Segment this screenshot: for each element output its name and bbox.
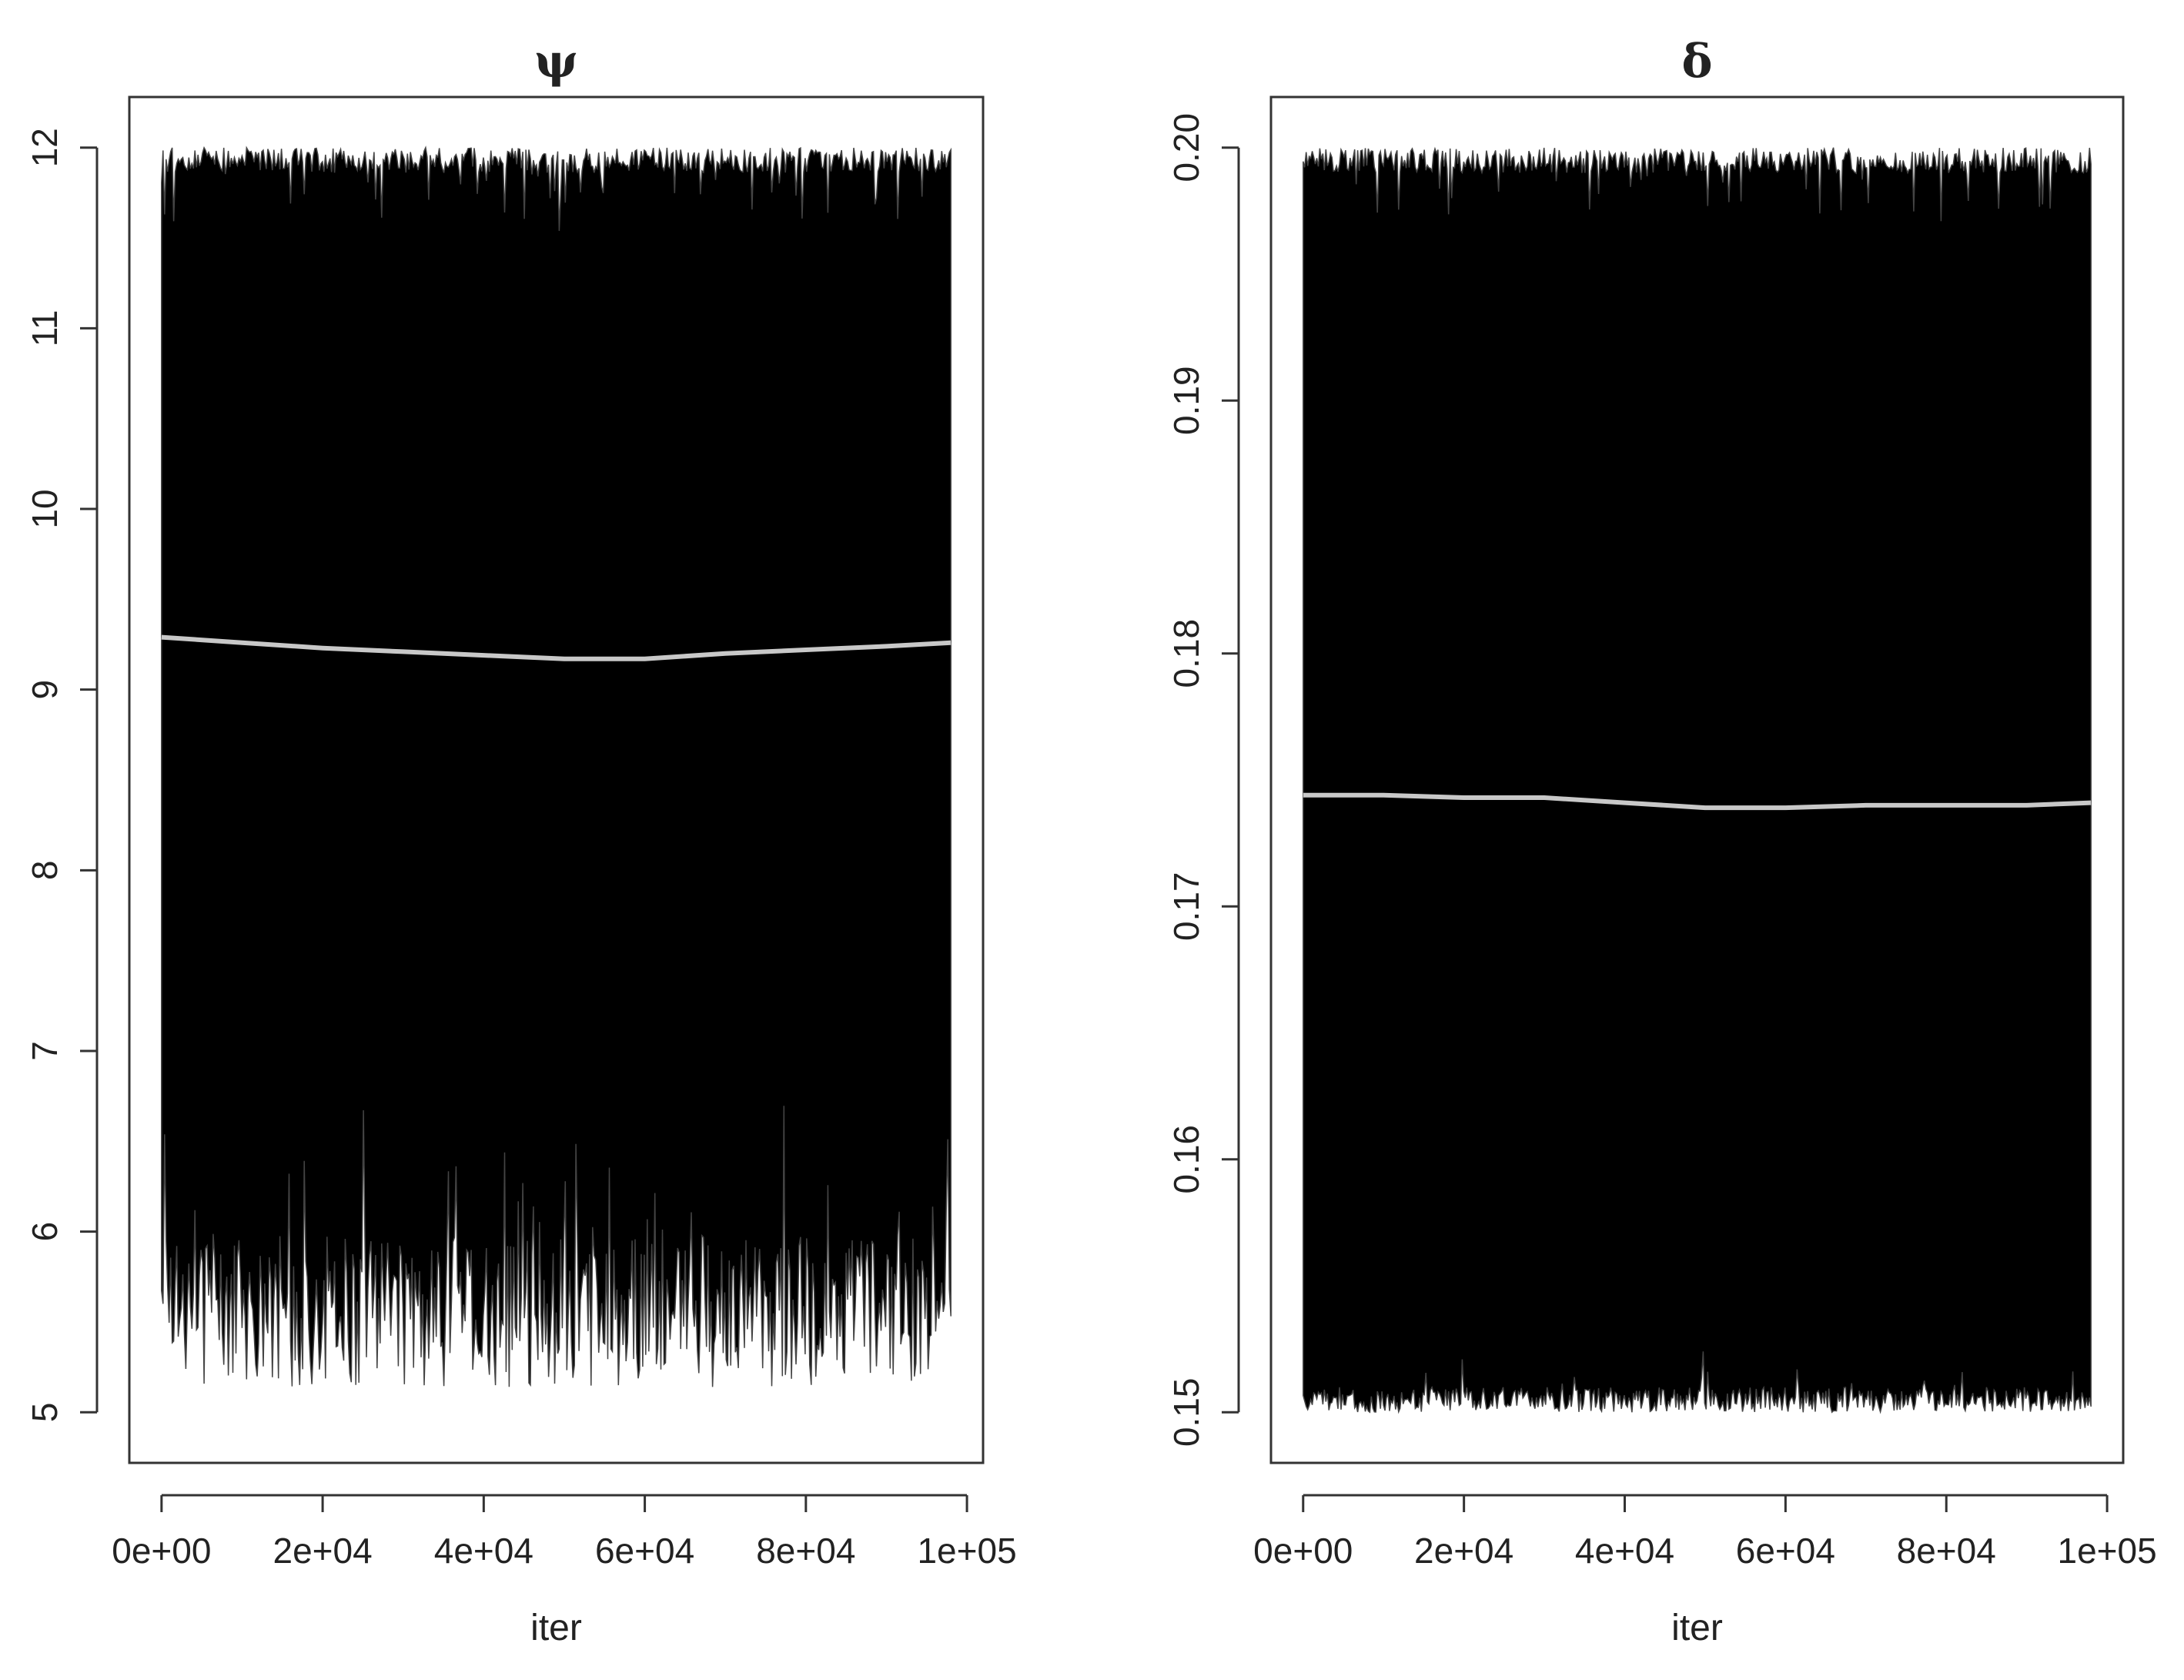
delta-smooth-line bbox=[1303, 792, 2092, 811]
delta-x-tick-label: 6e+04 bbox=[1736, 1531, 1835, 1571]
psi-x-tick-label: 2e+04 bbox=[273, 1531, 372, 1571]
psi-x-axis-label: iter bbox=[530, 1608, 582, 1648]
psi-x-tick-label: 1e+05 bbox=[917, 1531, 1016, 1571]
delta-y-tick-label: 0.16 bbox=[1166, 1125, 1206, 1194]
psi-trace-series bbox=[161, 146, 952, 1387]
psi-x-tick-label: 0e+00 bbox=[112, 1531, 211, 1571]
psi-x-tick-label: 4e+04 bbox=[434, 1531, 533, 1571]
delta-x-tick-label: 2e+04 bbox=[1414, 1531, 1513, 1571]
psi-y-tick-label: 12 bbox=[25, 128, 65, 167]
psi-y-tick-label: 10 bbox=[25, 489, 65, 528]
psi-y-tick-label: 8 bbox=[25, 861, 65, 881]
delta-x-tick-label: 8e+04 bbox=[1897, 1531, 1996, 1571]
delta-x-axis-label: iter bbox=[1671, 1608, 1723, 1648]
delta-y-tick-label: 0.18 bbox=[1166, 619, 1206, 688]
psi-y-tick-label: 9 bbox=[25, 680, 65, 700]
delta-plot-frame bbox=[1269, 95, 2125, 1464]
delta-y-tick-label: 0.19 bbox=[1166, 366, 1206, 435]
delta-y-tick-label: 0.17 bbox=[1166, 872, 1206, 941]
psi-y-tick-label: 7 bbox=[25, 1041, 65, 1061]
psi-y-tick-label: 5 bbox=[25, 1402, 65, 1422]
delta-y-tick-label: 0.20 bbox=[1166, 113, 1206, 182]
delta-y-tick-label: 0.15 bbox=[1166, 1378, 1206, 1447]
psi-x-tick-label: 6e+04 bbox=[595, 1531, 694, 1571]
delta-trace-series bbox=[1303, 146, 2092, 1414]
psi-smooth-line bbox=[161, 634, 952, 661]
psi-trace-panel: 0e+00 2e+04 4e+04 6e+04 8e+04 1e+05 5 6 7 8 9 10 11 1… bbox=[25, 35, 1017, 1648]
delta-panel-title: δ bbox=[1681, 35, 1712, 89]
psi-plot-frame bbox=[128, 95, 985, 1464]
delta-x-tick-label: 4e+04 bbox=[1575, 1531, 1674, 1571]
delta-x-tick-label: 1e+05 bbox=[2058, 1531, 2157, 1571]
delta-x-tick-label: 0e+00 bbox=[1253, 1531, 1353, 1571]
psi-panel-title: ψ bbox=[534, 35, 577, 89]
psi-y-tick-label: 11 bbox=[25, 310, 65, 346]
delta-trace-panel: 0e+00 2e+04 4e+04 6e+04 8e+04 1e+05 0.15 0.16 0.… bbox=[1166, 35, 2157, 1648]
psi-y-tick-label: 6 bbox=[25, 1222, 65, 1242]
psi-x-tick-label: 8e+04 bbox=[756, 1531, 855, 1571]
